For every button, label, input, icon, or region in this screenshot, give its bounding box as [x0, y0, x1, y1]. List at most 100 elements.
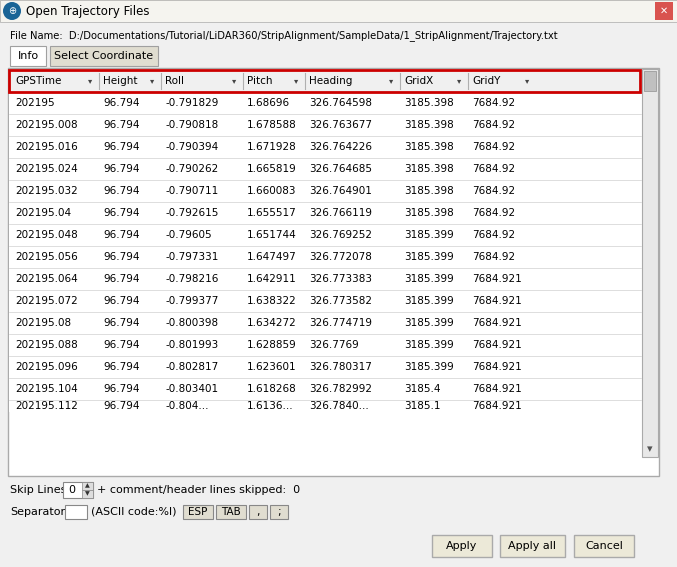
Text: 326.769252: 326.769252: [309, 230, 372, 240]
Bar: [270, 505, 288, 519]
Text: Skip Lines: Skip Lines: [10, 485, 66, 495]
Text: 96.794: 96.794: [103, 384, 139, 394]
Bar: [9, 246, 641, 268]
Bar: [9, 268, 641, 290]
Bar: [50, 46, 158, 66]
Text: 1.665819: 1.665819: [247, 164, 297, 174]
Text: 1.634272: 1.634272: [247, 318, 297, 328]
Text: ▾: ▾: [294, 77, 298, 86]
Text: ▲: ▲: [85, 484, 89, 489]
Text: 202195.048: 202195.048: [15, 230, 78, 240]
Text: 7684.921: 7684.921: [472, 296, 522, 306]
Text: ▾: ▾: [525, 77, 529, 86]
Text: 7684.92: 7684.92: [472, 142, 515, 152]
Bar: [10, 46, 46, 66]
Text: Apply: Apply: [446, 541, 478, 551]
Bar: [9, 158, 641, 180]
Text: 202195.112: 202195.112: [15, 401, 78, 411]
Text: 7684.92: 7684.92: [472, 120, 515, 130]
Text: 326.773582: 326.773582: [309, 296, 372, 306]
Text: 202195.04: 202195.04: [15, 208, 71, 218]
Text: 1.618268: 1.618268: [247, 384, 297, 394]
Bar: [644, 71, 656, 91]
Bar: [574, 535, 634, 557]
Text: 7684.921: 7684.921: [472, 340, 522, 350]
Text: 1.628859: 1.628859: [247, 340, 297, 350]
Bar: [9, 224, 641, 246]
Text: 96.794: 96.794: [103, 340, 139, 350]
Text: 1.647497: 1.647497: [247, 252, 297, 262]
Text: ESP: ESP: [188, 507, 208, 517]
Text: Apply all: Apply all: [508, 541, 556, 551]
Text: ▾: ▾: [232, 77, 236, 86]
Bar: [63, 482, 93, 498]
Text: 326.780317: 326.780317: [309, 362, 372, 372]
Text: 3185.399: 3185.399: [404, 230, 454, 240]
Bar: [9, 400, 641, 412]
Text: 96.794: 96.794: [103, 252, 139, 262]
Text: ✕: ✕: [660, 6, 668, 16]
Text: Cancel: Cancel: [585, 541, 623, 551]
Text: 3185.4: 3185.4: [404, 384, 441, 394]
Text: 326.764598: 326.764598: [309, 98, 372, 108]
Text: 326.766119: 326.766119: [309, 208, 372, 218]
Text: 96.794: 96.794: [103, 362, 139, 372]
Text: Height: Height: [103, 76, 137, 86]
Bar: [9, 70, 640, 92]
Text: 202195.008: 202195.008: [15, 120, 78, 130]
Text: 3185.1: 3185.1: [404, 401, 441, 411]
Text: 96.794: 96.794: [103, 120, 139, 130]
Text: 1.678588: 1.678588: [247, 120, 297, 130]
Bar: [9, 378, 641, 400]
Bar: [9, 290, 641, 312]
Text: 326.764226: 326.764226: [309, 142, 372, 152]
Bar: [183, 505, 213, 519]
Text: -0.800398: -0.800398: [165, 318, 218, 328]
Text: 202195.056: 202195.056: [15, 252, 78, 262]
Bar: [655, 2, 673, 20]
Text: 96.794: 96.794: [103, 208, 139, 218]
Text: -0.802817: -0.802817: [165, 362, 218, 372]
Text: ▾: ▾: [647, 444, 653, 454]
Text: 1.638322: 1.638322: [247, 296, 297, 306]
Text: ⊕: ⊕: [8, 6, 16, 16]
Text: -0.804...: -0.804...: [165, 401, 209, 411]
Text: 7684.92: 7684.92: [472, 208, 515, 218]
Text: 326.782992: 326.782992: [309, 384, 372, 394]
Bar: [82, 490, 93, 498]
Text: 3185.399: 3185.399: [404, 252, 454, 262]
Text: (ASCII code:%l): (ASCII code:%l): [91, 507, 177, 517]
Text: 96.794: 96.794: [103, 164, 139, 174]
Text: 7684.92: 7684.92: [472, 186, 515, 196]
Bar: [642, 69, 658, 457]
Text: ▾: ▾: [88, 77, 92, 86]
Text: TAB: TAB: [221, 507, 241, 517]
Text: 326.772078: 326.772078: [309, 252, 372, 262]
Text: ▾: ▾: [150, 77, 154, 86]
Text: + comment/header lines skipped:  0: + comment/header lines skipped: 0: [97, 485, 300, 495]
Text: -0.79605: -0.79605: [165, 230, 212, 240]
Text: 96.794: 96.794: [103, 274, 139, 284]
Text: 1.660083: 1.660083: [247, 186, 297, 196]
Text: File Name:  D:/Documentations/Tutorial/LiDAR360/StripAlignment/SampleData/1_Stri: File Name: D:/Documentations/Tutorial/Li…: [10, 31, 558, 41]
Text: 202195.032: 202195.032: [15, 186, 78, 196]
Text: 326.763677: 326.763677: [309, 120, 372, 130]
Bar: [9, 180, 641, 202]
Bar: [0, 0, 677, 22]
Text: 3185.398: 3185.398: [404, 120, 454, 130]
Text: Roll: Roll: [165, 76, 184, 86]
Text: GridY: GridY: [472, 76, 500, 86]
Text: 1.623601: 1.623601: [247, 362, 297, 372]
Text: -0.798216: -0.798216: [165, 274, 219, 284]
Text: 96.794: 96.794: [103, 296, 139, 306]
Text: 202195.024: 202195.024: [15, 164, 78, 174]
Text: -0.797331: -0.797331: [165, 252, 219, 262]
Text: 96.794: 96.794: [103, 186, 139, 196]
Text: 1.671928: 1.671928: [247, 142, 297, 152]
Text: 202195.096: 202195.096: [15, 362, 78, 372]
Bar: [9, 312, 641, 334]
Text: 3185.399: 3185.399: [404, 362, 454, 372]
Text: Separator: Separator: [10, 507, 65, 517]
Text: 96.794: 96.794: [103, 142, 139, 152]
Text: 326.764901: 326.764901: [309, 186, 372, 196]
